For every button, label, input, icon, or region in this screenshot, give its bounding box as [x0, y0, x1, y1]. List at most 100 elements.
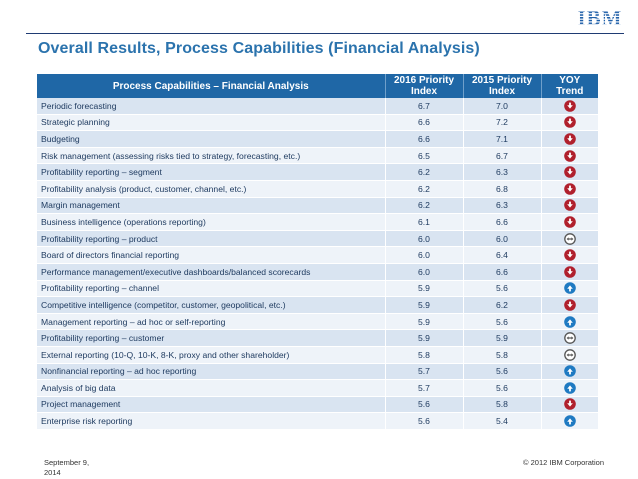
trend-down-icon [563, 299, 576, 311]
column-header-capability: Process Capabilities – Financial Analysi… [37, 74, 385, 98]
trend-down-icon [563, 133, 576, 145]
trend-up-icon [563, 282, 576, 295]
footer-date: September 9, 2014 [44, 458, 89, 478]
capability-cell: Periodic forecasting [37, 98, 385, 115]
table-row: Analysis of big data 5.7 5.6 [37, 379, 598, 397]
priority-2016-cell: 5.7 [384, 379, 463, 397]
priority-2016-cell: 5.7 [384, 363, 463, 381]
column-header-2016-line2: Index [410, 86, 438, 97]
priority-2016-cell: 6.0 [384, 263, 463, 281]
yoy-trend-cell [540, 346, 598, 364]
table-row: Project management 5.6 5.8 [37, 396, 598, 414]
priority-2015-cell: 6.8 [462, 180, 541, 198]
priority-2015-cell: 6.6 [462, 213, 541, 231]
trend-down-icon [563, 166, 576, 178]
priority-2015-cell: 7.1 [462, 130, 541, 148]
capability-cell: Margin management [37, 197, 385, 215]
capability-cell: Board of directors financial reporting [37, 246, 385, 264]
priority-2016-cell: 6.0 [384, 246, 463, 264]
table-row: External reporting (10-Q, 10-K, 8-K, pro… [37, 346, 598, 364]
yoy-trend-cell [540, 197, 598, 215]
table-row: Budgeting 6.6 7.1 [37, 130, 598, 148]
trend-down-icon [563, 116, 576, 129]
yoy-trend-cell [540, 246, 598, 264]
capability-cell: Profitability reporting – product [37, 230, 385, 248]
capability-cell: Performance management/executive dashboa… [37, 263, 385, 281]
yoy-trend-cell [540, 180, 598, 198]
priority-2015-cell: 5.4 [462, 412, 541, 430]
priority-2016-cell: 6.1 [384, 213, 463, 231]
yoy-trend-cell [540, 130, 598, 148]
trend-up-icon [563, 415, 576, 427]
priority-2015-cell: 5.6 [462, 363, 541, 381]
table-header-row: Process Capabilities – Financial Analysi… [37, 74, 598, 98]
capability-cell: Strategic planning [37, 114, 385, 132]
priority-2015-cell: 7.0 [462, 98, 541, 115]
priority-2016-cell: 5.9 [384, 313, 463, 331]
trend-down-icon [563, 99, 576, 112]
capability-cell: Budgeting [37, 130, 385, 148]
priority-2016-cell: 6.5 [384, 147, 463, 165]
trend-down-icon [563, 216, 576, 228]
yoy-trend-cell [540, 296, 598, 314]
priority-2015-cell: 6.0 [462, 230, 541, 248]
table-row: Profitability reporting – channel 5.9 5.6 [37, 280, 598, 298]
capability-cell: Risk management (assessing risks tied to… [37, 147, 385, 165]
priority-2016-cell: 6.7 [384, 98, 463, 115]
column-header-yoy-line1: YOY [559, 75, 581, 86]
table-row: Risk management (assessing risks tied to… [37, 147, 598, 165]
yoy-trend-cell [540, 213, 598, 231]
trend-up-icon [563, 382, 576, 394]
priority-2015-cell: 5.8 [462, 396, 541, 414]
priority-2016-cell: 5.6 [384, 396, 463, 414]
priority-2016-cell: 5.6 [384, 412, 463, 430]
column-header-2015-line1: 2015 Priority [471, 75, 533, 86]
trend-down-icon [563, 199, 576, 212]
yoy-trend-cell [540, 313, 598, 331]
priority-2015-cell: 5.9 [462, 329, 541, 347]
table-body: Periodic forecasting 6.7 7.0 Strategic plan… [37, 98, 598, 430]
capability-cell: External reporting (10-Q, 10-K, 8-K, pro… [37, 346, 385, 364]
capability-cell: Nonfinancial reporting – ad hoc reportin… [37, 363, 385, 381]
capability-cell: Competitive intelligence (competitor, cu… [37, 296, 385, 314]
priority-2015-cell: 5.8 [462, 346, 541, 364]
yoy-trend-cell [540, 363, 598, 381]
table-row: Periodic forecasting 6.7 7.0 [37, 98, 598, 115]
priority-2016-cell: 6.6 [384, 130, 463, 148]
priority-2015-cell: 5.6 [462, 313, 541, 331]
yoy-trend-cell [540, 280, 598, 298]
table-row: Profitability analysis (product, custome… [37, 180, 598, 198]
capability-cell: Project management [37, 396, 385, 414]
priority-2016-cell: 5.8 [384, 346, 463, 364]
column-header-2016-line1: 2016 Priority [393, 75, 455, 86]
table-row: Margin management 6.2 6.3 [37, 197, 598, 215]
footer-date-line2: 2014 [44, 468, 61, 477]
priority-2016-cell: 6.2 [384, 197, 463, 215]
priority-2016-cell: 6.2 [384, 163, 463, 181]
yoy-trend-cell [540, 379, 598, 397]
header-divider [26, 33, 624, 34]
capability-cell: Business intelligence (operations report… [37, 213, 385, 231]
capability-cell: Profitability reporting – segment [37, 163, 385, 181]
capability-cell: Management reporting – ad hoc or self-re… [37, 313, 385, 331]
column-header-2015-line2: Index [488, 86, 516, 97]
trend-up-icon [563, 365, 576, 378]
trend-up-icon [563, 315, 576, 328]
footer-copyright: © 2012 IBM Corporation [523, 458, 604, 467]
priority-2015-cell: 6.2 [462, 296, 541, 314]
table-row: Board of directors financial reporting 6.… [37, 246, 598, 264]
table-row: Profitability reporting – customer 5.9 5.9 [37, 329, 598, 347]
priority-2016-cell: 5.9 [384, 329, 463, 347]
priority-2016-cell: 5.9 [384, 296, 463, 314]
table-row: Strategic planning 6.6 7.2 [37, 114, 598, 132]
column-header-2015-index: 2015 Priority Index [462, 74, 541, 98]
capability-cell: Analysis of big data [37, 379, 385, 397]
yoy-trend-cell [540, 329, 598, 347]
priority-2015-cell: 5.6 [462, 280, 541, 298]
capability-cell: Enterprise risk reporting [37, 412, 385, 430]
yoy-trend-cell [540, 163, 598, 181]
trend-down-icon [563, 149, 576, 162]
trend-down-icon [563, 249, 576, 261]
column-header-yoy-line2: Trend [556, 86, 584, 97]
column-header-2016-index: 2016 Priority Index [384, 74, 463, 98]
